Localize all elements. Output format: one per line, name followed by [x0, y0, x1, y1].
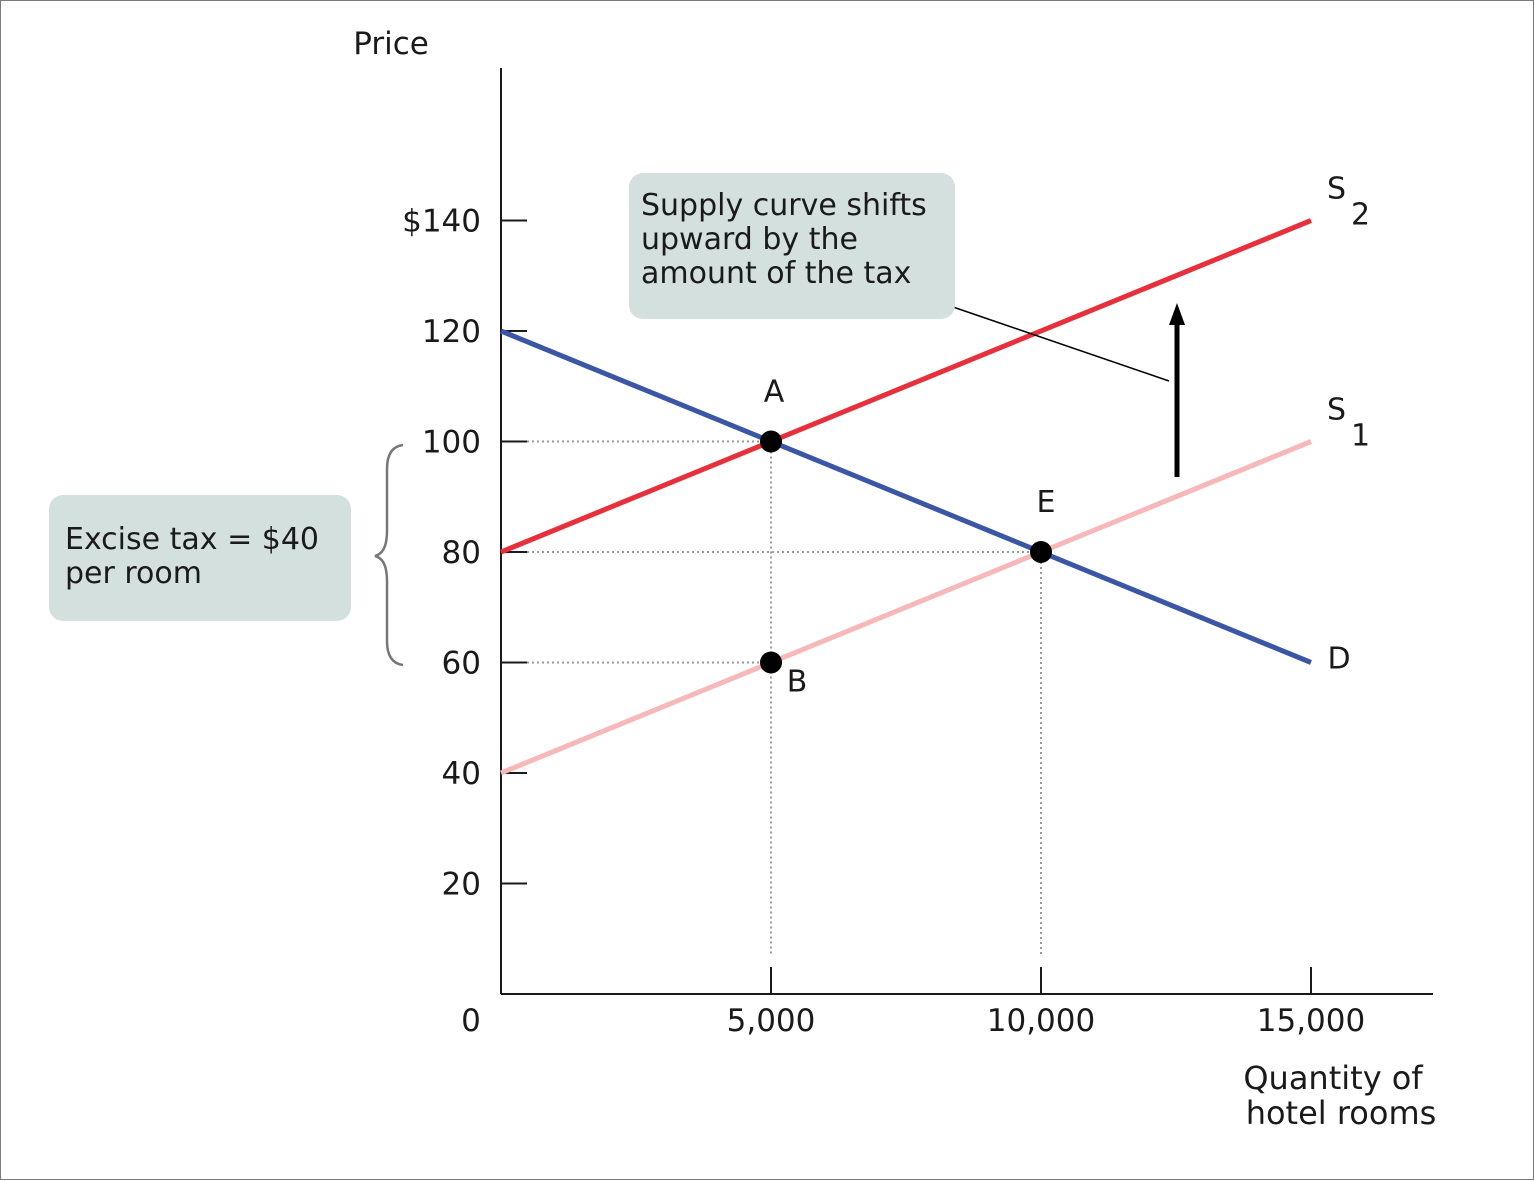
axes	[500, 68, 1433, 995]
x-tick-label-0: 0	[461, 1003, 481, 1039]
y-axis-title: Price	[353, 26, 429, 62]
point-A	[760, 430, 782, 453]
y-tick-label-40: 40	[442, 756, 481, 792]
y-tick-label-80: 80	[442, 535, 481, 571]
shift-arrow-head	[1169, 303, 1185, 325]
y-tick-label-20: 20	[442, 867, 481, 903]
point-E	[1030, 541, 1052, 563]
x-axis-title-line-1: Quantity of	[1243, 1059, 1423, 1097]
tax-note-line-1: Excise tax = $40	[65, 522, 320, 557]
curve-S1	[500, 439, 1312, 776]
x-tick-label-15000: 15,000	[1257, 1003, 1365, 1039]
x-tick-label-5000: 5,000	[727, 1003, 816, 1039]
shift-note-line-3: amount of the tax	[641, 256, 912, 291]
x-axis-title-line-2: hotel rooms	[1246, 1094, 1437, 1132]
curve-label-sub-S2: 2	[1351, 198, 1370, 233]
shift-note-line-2: upward by the	[641, 222, 858, 257]
shift-callout: Supply curve shifts upward by the amount…	[629, 173, 955, 319]
curve-label-S2: S	[1327, 172, 1346, 207]
curve-label-S1: S	[1327, 393, 1346, 428]
y-tick-label-100: 100	[422, 425, 481, 461]
callout-leader	[952, 306, 1170, 382]
y-tick-label-60: 60	[442, 646, 481, 682]
curve-S2	[500, 218, 1312, 555]
shift-note-line-1: Supply curve shifts	[641, 188, 927, 223]
point-label-E: E	[1037, 485, 1056, 520]
tax-brace	[374, 443, 404, 667]
annotations	[374, 303, 1185, 667]
point-B	[760, 651, 782, 674]
tax-callout: Excise tax = $40 per room	[49, 495, 351, 621]
point-label-A: A	[764, 375, 785, 410]
y-tick-label-120: 120	[422, 314, 481, 350]
text-labels: 20 40 60 80 100 120 $140 0 5,000 10,000 15,000 Pric…	[353, 26, 1436, 1132]
curve-label-sub-S1: 1	[1351, 419, 1370, 454]
dotted-guide-lines	[527, 440, 1042, 956]
tax-note-line-2: per room	[65, 556, 202, 591]
x-tick-label-10000: 10,000	[987, 1003, 1095, 1039]
y-tick-label-140: $140	[402, 204, 481, 240]
curves	[500, 218, 1312, 776]
curve-label-D: D	[1327, 642, 1350, 677]
equilibrium-points	[760, 430, 1052, 674]
point-label-B: B	[787, 665, 808, 700]
curve-D	[500, 328, 1312, 665]
